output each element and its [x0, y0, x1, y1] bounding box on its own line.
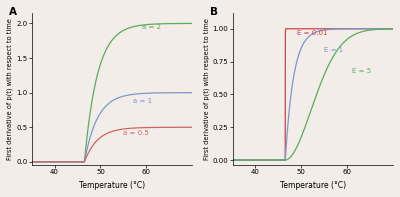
Text: a = 0.5: a = 0.5: [123, 130, 149, 136]
Text: E = 1: E = 1: [324, 47, 344, 53]
Y-axis label: First derivative of p(t) with respect to time: First derivative of p(t) with respect to…: [203, 18, 210, 160]
Y-axis label: First derivative of p(t) with respect to time: First derivative of p(t) with respect to…: [7, 18, 14, 160]
Text: A: A: [9, 7, 17, 17]
Text: a = 1: a = 1: [132, 98, 152, 104]
X-axis label: Temperature (°C): Temperature (°C): [280, 181, 346, 190]
Text: a = 2: a = 2: [142, 24, 161, 30]
X-axis label: Temperature (°C): Temperature (°C): [79, 181, 145, 190]
Text: E = 5: E = 5: [352, 68, 371, 74]
Text: E = 0.01: E = 0.01: [297, 30, 327, 36]
Text: B: B: [210, 7, 218, 17]
